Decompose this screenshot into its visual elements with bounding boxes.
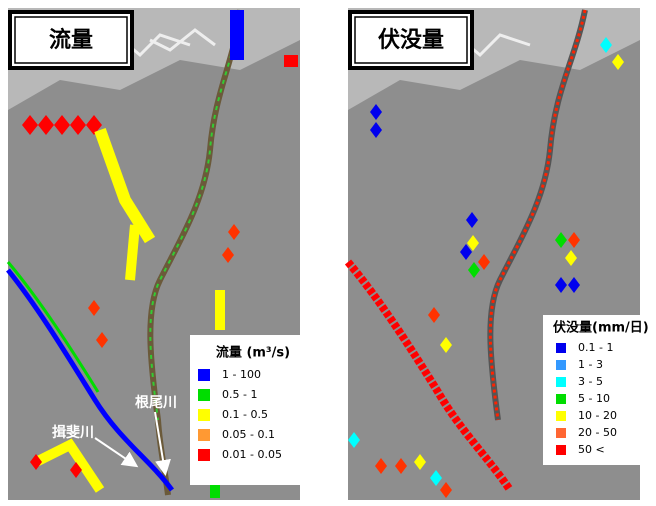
legend-label: 1 - 100 — [222, 368, 261, 381]
panel-title: 流量 — [49, 27, 93, 53]
legend-label: 50 < — [578, 443, 605, 456]
legend-label: 0.01 - 0.05 — [222, 448, 282, 461]
legend-swatch — [198, 369, 210, 381]
panel-title: 伏没量 — [378, 27, 444, 53]
legend-label: 0.05 - 0.1 — [222, 428, 275, 441]
legend-label: 20 - 50 — [578, 426, 617, 439]
legend-swatch — [556, 360, 566, 370]
river-label: 根尾川 — [135, 394, 177, 411]
legend-label: 3 - 5 — [578, 375, 603, 388]
legend-swatch — [556, 394, 566, 404]
legend-swatch — [556, 445, 566, 455]
legend-label: 0.1 - 0.5 — [222, 408, 268, 421]
legend-swatch — [198, 389, 210, 401]
legend-swatch — [556, 377, 566, 387]
river-label: 揖斐川 — [52, 424, 94, 441]
legend-swatch — [198, 449, 210, 461]
legend-label: 0.1 - 1 — [578, 341, 613, 354]
legend-swatch — [556, 428, 566, 438]
legend-label: 5 - 10 — [578, 392, 610, 405]
legend-title: 流量 (m³/s) — [216, 345, 290, 361]
legend-swatch — [198, 409, 210, 421]
legend-swatch — [556, 343, 566, 353]
legend-label: 1 - 3 — [578, 358, 603, 371]
legend-label: 10 - 20 — [578, 409, 617, 422]
legend-swatch — [556, 411, 566, 421]
legend-label: 0.5 - 1 — [222, 388, 257, 401]
legend-swatch — [198, 429, 210, 441]
legend-title: 伏没量(mm/日) — [553, 320, 649, 336]
figure: 流量 伏没量 根尾川 揖斐川 流量 (m³/s) 1 - 100 0.5 - 1 0.… — [0, 0, 656, 506]
